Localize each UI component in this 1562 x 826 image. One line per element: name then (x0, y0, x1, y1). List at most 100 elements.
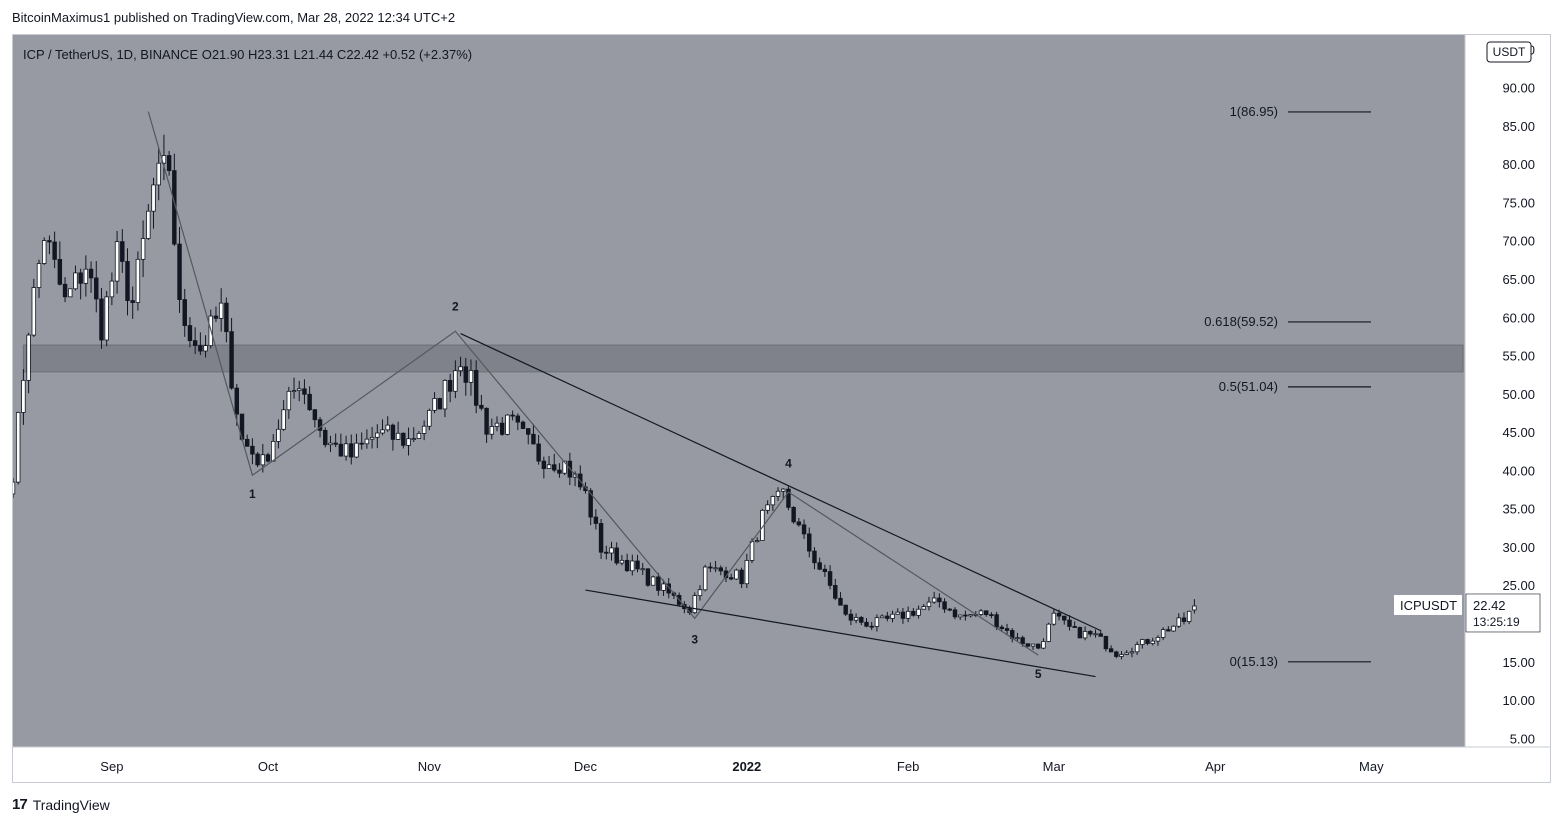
candle-body (432, 398, 437, 411)
candle-body (744, 560, 750, 585)
candle-body (229, 331, 234, 389)
candle-body (156, 162, 161, 186)
wave-label: 2 (452, 300, 459, 314)
candle-body (94, 277, 99, 300)
candle-body (754, 540, 760, 543)
candle-body (1015, 637, 1020, 640)
candle-body (31, 287, 37, 336)
candle-body (739, 569, 744, 585)
candle-body (1119, 654, 1124, 657)
candle-body (812, 550, 817, 564)
candle-body (1108, 648, 1114, 653)
y-tick-label: 30.00 (1502, 540, 1535, 555)
candle-body (895, 611, 900, 615)
candle-body (338, 443, 344, 457)
candle-body (869, 625, 874, 628)
chart-frame[interactable]: 1 2 3 4 5 1(86.95) 0.618(59.52) 0.5(51.04) 0(15.… (12, 34, 1551, 783)
candle-body (905, 610, 911, 619)
x-tick-label: Apr (1205, 759, 1226, 774)
candle-body (728, 577, 734, 580)
candle-body (640, 568, 645, 571)
candle-body (505, 414, 510, 435)
candle-body (1192, 605, 1197, 611)
candle-body (416, 433, 422, 440)
candle-body (458, 366, 463, 372)
footer: 17 TradingView (12, 796, 110, 813)
candle-body (265, 454, 271, 462)
price-chart[interactable]: 1 2 3 4 5 1(86.95) 0.618(59.52) 0.5(51.04) 0(15.… (13, 35, 1550, 782)
fib-level-label: 0(15.13) (1230, 654, 1278, 669)
x-tick-label: Sep (100, 759, 123, 774)
fib-level-label: 0.5(51.04) (1219, 379, 1278, 394)
candle-body (1155, 637, 1161, 642)
publisher-line: BitcoinMaximus1 published on TradingView… (12, 10, 456, 25)
candle-body (250, 445, 255, 455)
y-tick-label: 25.00 (1502, 578, 1535, 593)
candle-body (286, 390, 292, 411)
candle-body (401, 432, 406, 446)
candle-body (140, 238, 146, 260)
candle-body (484, 407, 489, 435)
candle-body (546, 464, 552, 469)
candle-body (489, 426, 495, 435)
wedge-upper-line (460, 333, 1101, 632)
candle-body (166, 155, 172, 172)
y-tick-label: 70.00 (1502, 234, 1535, 249)
candle-body (151, 184, 156, 212)
candle-body (13, 481, 16, 495)
candle-body (385, 424, 390, 431)
candle-body (645, 568, 651, 586)
candle-body (1030, 643, 1036, 647)
candle-body (879, 615, 885, 619)
candle-body (442, 380, 448, 410)
candle-body (224, 302, 229, 333)
wave-label: 3 (691, 633, 698, 647)
candle-body (630, 560, 635, 572)
candle-body (390, 424, 396, 440)
candle-body (192, 340, 198, 346)
candle-body (786, 488, 791, 508)
candle-body (697, 589, 703, 597)
candle-body (21, 379, 26, 413)
candle-body (1134, 644, 1140, 653)
candle-body (1088, 631, 1093, 635)
wedge-lower-line (585, 589, 1096, 678)
candle-body (843, 604, 848, 615)
candle-body (536, 443, 541, 462)
candle-body (302, 388, 307, 395)
candle-body (1067, 619, 1072, 627)
candle-body (473, 370, 479, 406)
candle-body (406, 438, 411, 446)
candle-body (234, 387, 240, 415)
candle-body (1072, 626, 1077, 628)
y-tick-label: 45.00 (1502, 425, 1535, 440)
candle-body (1046, 623, 1051, 642)
candle-body (983, 610, 989, 616)
candle-body (260, 454, 266, 466)
candle-body (297, 388, 302, 391)
candle-body (255, 453, 260, 466)
candle-body (1145, 639, 1150, 644)
y-tick-label: 85.00 (1502, 119, 1535, 134)
candle-body (73, 272, 78, 290)
x-tick-label: Nov (418, 759, 442, 774)
candle-body (125, 261, 130, 301)
candle-body (130, 300, 135, 303)
candle-body (453, 370, 458, 392)
candle-body (656, 576, 661, 591)
candle-body (333, 442, 338, 445)
candle-body (661, 583, 666, 591)
candle-body (921, 606, 926, 610)
candle-body (515, 415, 521, 423)
last-price-label: 22.42 (1473, 598, 1506, 613)
candle-body (1176, 617, 1181, 627)
candle-body (1186, 610, 1192, 622)
candle-body (213, 315, 219, 319)
candle-body (989, 614, 994, 617)
candle-body (42, 240, 47, 264)
candle-body (838, 597, 843, 606)
candle-body (198, 345, 203, 352)
y-tick-label: 60.00 (1502, 310, 1535, 325)
candle-body (343, 443, 349, 457)
candle-body (801, 524, 807, 535)
